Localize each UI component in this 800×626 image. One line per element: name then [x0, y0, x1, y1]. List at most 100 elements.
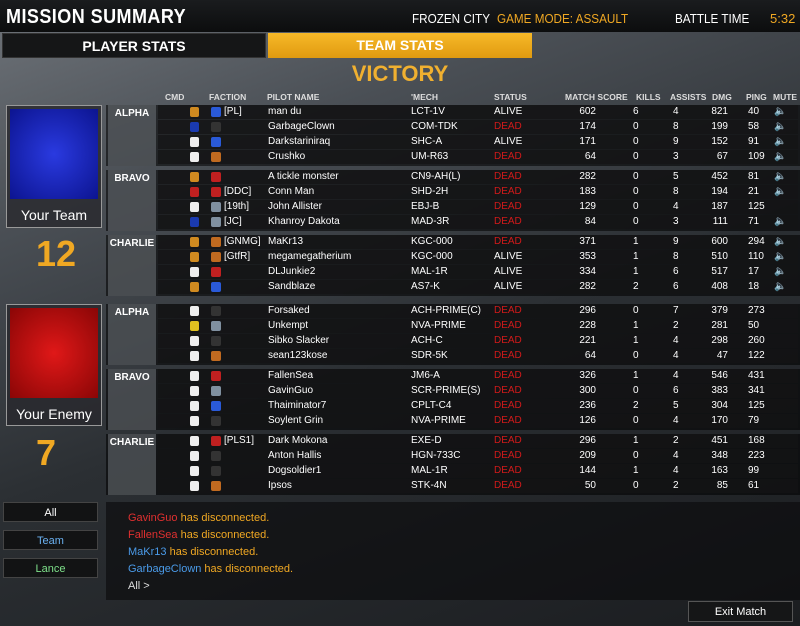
tab-team-stats[interactable]: TEAM STATS — [268, 33, 532, 58]
speaker-icon[interactable]: 🔈 — [774, 236, 787, 247]
speaker-icon[interactable]: 🔈 — [774, 251, 787, 262]
pilot-rank-icon — [190, 306, 199, 316]
faction-icon — [211, 436, 221, 446]
exit-match-button[interactable]: Exit Match — [688, 601, 793, 622]
player-row[interactable]: Sandblaze AS7-K ALIVE 282 2 6 408 18 🔈 — [158, 280, 798, 294]
player-row[interactable]: Crushko UM-R63 DEAD 64 0 3 67 109 🔈 — [158, 150, 798, 164]
player-row[interactable]: [JC] Khanroy Dakota MAD-3R DEAD 84 0 3 1… — [158, 215, 798, 229]
kills: 0 — [633, 385, 639, 396]
speaker-icon[interactable]: 🔈 — [774, 281, 787, 292]
speaker-icon[interactable]: 🔈 — [774, 151, 787, 162]
pilot-rank-icon — [190, 436, 199, 446]
player-row[interactable]: [PLS1] Dark Mokona EXE-D DEAD 296 1 2 45… — [158, 434, 798, 448]
mech-name: MAL-1R — [411, 465, 448, 476]
mech-name: KGC-000 — [411, 251, 453, 262]
faction-icon — [211, 321, 221, 331]
player-row[interactable]: GarbageClown COM-TDK DEAD 174 0 8 199 58… — [158, 120, 798, 134]
column-header: MUTE — [773, 92, 798, 102]
commander-rank-icon — [190, 252, 199, 262]
player-row[interactable]: [GtfR] megamegatherium KGC-000 ALIVE 353… — [158, 250, 798, 264]
player-row[interactable]: Darkstariniraq SHC-A ALIVE 171 0 9 152 9… — [158, 135, 798, 149]
status: DEAD — [494, 305, 522, 316]
player-row[interactable]: Unkempt NVA-PRIME DEAD 228 1 2 281 50 — [158, 319, 798, 333]
assists: 5 — [673, 400, 679, 411]
player-row[interactable]: FallenSea JM6-A DEAD 326 1 4 546 431 — [158, 369, 798, 383]
top-bar: MISSION SUMMARY FROZEN CITY GAME MODE: A… — [0, 0, 800, 32]
player-row[interactable]: DLJunkie2 MAL-1R ALIVE 334 1 6 517 17 🔈 — [158, 265, 798, 279]
unit-tag: [PLS1] — [224, 435, 255, 446]
match-score: 282 — [579, 281, 596, 292]
mech-name: CPLT-C4 — [411, 400, 452, 411]
speaker-icon[interactable]: 🔈 — [774, 216, 787, 227]
pilot-rank-icon — [190, 416, 199, 426]
player-row[interactable]: Sibko Slacker ACH-C DEAD 221 1 4 298 260 — [158, 334, 798, 348]
kills: 0 — [633, 450, 639, 461]
speaker-icon[interactable]: 🔈 — [774, 171, 787, 182]
enemy-team-panel — [6, 304, 102, 426]
status: ALIVE — [494, 251, 523, 262]
pilot-rank-icon — [190, 466, 199, 476]
assists: 4 — [673, 201, 679, 212]
player-row[interactable]: A tickle monster CN9-AH(L) DEAD 282 0 5 … — [158, 170, 798, 184]
speaker-icon[interactable]: 🔈 — [774, 121, 787, 132]
player-row[interactable]: Soylent Grin NVA-PRIME DEAD 126 0 4 170 … — [158, 414, 798, 428]
lance-name: BRAVO — [108, 369, 156, 430]
speaker-icon[interactable]: 🔈 — [774, 136, 787, 147]
player-row[interactable]: [PL] man du LCT-1V ALIVE 602 6 4 821 40 … — [158, 105, 798, 119]
pilot-name: Darkstariniraq — [268, 136, 331, 147]
chat-input[interactable]: All > — [128, 580, 150, 592]
player-row[interactable]: Forsaked ACH-PRIME(C) DEAD 296 0 7 379 2… — [158, 304, 798, 318]
assists: 9 — [673, 136, 679, 147]
player-row[interactable]: Dogsoldier1 MAL-1R DEAD 144 1 4 163 99 — [158, 464, 798, 478]
speaker-icon[interactable]: 🔈 — [774, 186, 787, 197]
player-row[interactable]: [DDC] Conn Man SHD-2H DEAD 183 0 8 194 2… — [158, 185, 798, 199]
assists: 4 — [673, 370, 679, 381]
player-row[interactable]: sean123kose SDR-5K DEAD 64 0 4 47 122 — [158, 349, 798, 363]
column-header: ASSISTS — [670, 92, 707, 102]
pilot-name: megamegatherium — [268, 251, 352, 262]
faction-icon — [211, 282, 221, 292]
kills: 1 — [633, 266, 639, 277]
speaker-icon[interactable]: 🔈 — [774, 106, 787, 117]
player-row[interactable]: Ipsos STK-4N DEAD 50 0 2 85 61 — [158, 479, 798, 493]
commander-rank-icon — [190, 282, 199, 292]
speaker-icon[interactable]: 🔈 — [774, 266, 787, 277]
game-mode: GAME MODE: ASSAULT — [497, 11, 629, 26]
team-flag — [10, 109, 98, 199]
mech-name: JM6-A — [411, 370, 440, 381]
status: DEAD — [494, 320, 522, 331]
assists: 8 — [673, 251, 679, 262]
column-header: STATUS — [494, 92, 527, 102]
damage: 152 — [711, 136, 728, 147]
damage: 194 — [711, 186, 728, 197]
mech-name: ACH-C — [411, 335, 443, 346]
damage: 304 — [711, 400, 728, 411]
assists: 8 — [673, 121, 679, 132]
chat-text: has disconnected. — [177, 529, 270, 541]
player-row[interactable]: Anton Hallis HGN-733C DEAD 209 0 4 348 2… — [158, 449, 798, 463]
chat-channel-lance[interactable]: Lance — [3, 558, 98, 578]
player-row[interactable]: [19th] John Allister EBJ-B DEAD 129 0 4 … — [158, 200, 798, 214]
chat-text: has disconnected. — [177, 512, 270, 524]
pilot-name: Forsaked — [268, 305, 310, 316]
kills: 0 — [633, 186, 639, 197]
tab-player-stats[interactable]: PLAYER STATS — [2, 33, 266, 58]
damage: 170 — [711, 415, 728, 426]
ping: 91 — [748, 136, 760, 147]
faction-icon — [211, 152, 221, 162]
status: DEAD — [494, 121, 522, 132]
player-row[interactable]: Thaiminator7 CPLT-C4 DEAD 236 2 5 304 12… — [158, 399, 798, 413]
player-row[interactable]: [GNMG] MaKr13 KGC-000 DEAD 371 1 9 600 2… — [158, 235, 798, 249]
mech-name: UM-R63 — [411, 151, 449, 162]
chat-channel-team[interactable]: Team — [3, 530, 98, 550]
match-score: 296 — [579, 305, 596, 316]
pilot-name: A tickle monster — [268, 171, 339, 182]
player-row[interactable]: GavinGuo SCR-PRIME(S) DEAD 300 0 6 383 3… — [158, 384, 798, 398]
team-score: 7 — [36, 432, 57, 473]
match-score: 353 — [579, 251, 596, 262]
chat-channel-all[interactable]: All — [3, 502, 98, 522]
ping: 99 — [748, 465, 760, 476]
column-header: FACTION — [209, 92, 247, 102]
assists: 6 — [673, 266, 679, 277]
mech-name: EBJ-B — [411, 201, 440, 212]
